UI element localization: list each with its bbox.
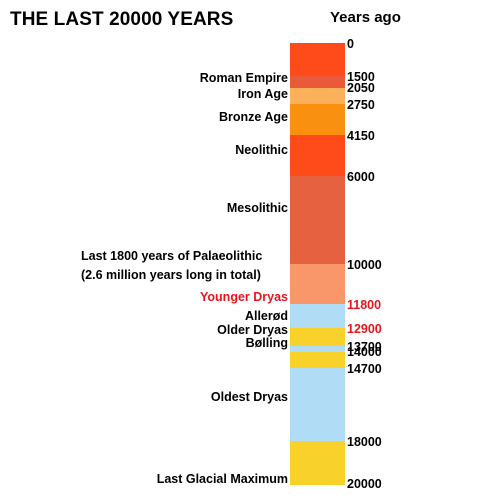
segment-older-dryas [290,345,345,353]
label-mesolithic: Mesolithic [226,201,288,215]
segment-palaeolithic [290,264,345,304]
label-palaeolithic-line2: (2.6 million years long in total) [81,268,261,282]
segment-recent [290,43,345,77]
label-younger-dryas: Younger Dryas [200,290,288,304]
year-label: 4150 [347,128,375,143]
year-label: 0 [347,37,354,51]
label-neolithic: Neolithic [235,143,288,157]
timeline-bar [290,0,345,500]
label-palaeolithic-line1: Last 1800 years of Palaeolithic [81,249,263,263]
year-label: 2750 [347,97,375,112]
page-title: THE LAST 20000 YEARS [10,9,234,30]
label-oldest-dryas: Oldest Dryas [210,390,288,404]
label-iron-age: Iron Age [237,87,288,101]
years-ago-header: Years ago [330,9,401,26]
segment-mesolithic [290,175,345,264]
year-label: 13700 [347,339,382,354]
label-bronze-age: Bronze Age [219,110,288,124]
year-label: 10000 [347,258,382,272]
segment-neolithic [290,134,345,176]
label-bolling: Bølling [245,336,288,350]
segment-oldest-dryas [290,367,345,441]
segment-iron-age [290,88,345,104]
year-label: 14000 [347,345,382,360]
year-label: 1500 [347,70,375,85]
segment-roman [290,76,345,89]
year-label: 18000 [347,434,382,449]
label-last-glacial-maximum: Last Glacial Maximum [156,472,288,486]
segment-allerod [290,328,345,346]
segment-bronze-age [290,103,345,135]
segment-younger-dryas [290,303,345,329]
segment-last-glacial-maximum [290,440,345,485]
year-label: 20000 [347,477,382,491]
year-label: 6000 [347,169,375,184]
label-roman-empire: Roman Empire [199,71,288,85]
label-older-dryas: Older Dryas [217,323,288,337]
year-label: 11800 [347,297,382,312]
year-label: 14700 [347,361,382,376]
label-allerod: Allerød [244,309,288,323]
year-label: 2050 [347,81,375,96]
segment-bolling [290,352,345,368]
year-label: 12900 [347,322,382,337]
